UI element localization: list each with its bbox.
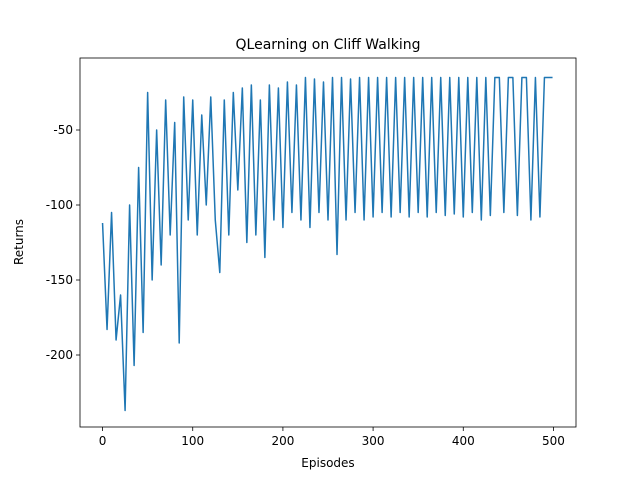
y-tick-label: -100: [46, 198, 73, 212]
y-tick-label: -50: [53, 123, 73, 137]
x-axis-label: Episodes: [301, 456, 354, 470]
y-tick-label: -150: [46, 273, 73, 287]
y-tick-label: -200: [46, 348, 73, 362]
plot-frame: [79, 57, 577, 428]
y-axis-label: Returns: [12, 219, 26, 265]
x-tick-label: 400: [452, 434, 475, 448]
x-tick-label: 100: [181, 434, 204, 448]
x-tick-label: 500: [542, 434, 565, 448]
chart-title: QLearning on Cliff Walking: [236, 37, 421, 53]
x-tick-label: 200: [271, 434, 294, 448]
series-line: [101, 76, 553, 412]
x-tick-label: 0: [99, 434, 107, 448]
x-tick-label: 300: [362, 434, 385, 448]
